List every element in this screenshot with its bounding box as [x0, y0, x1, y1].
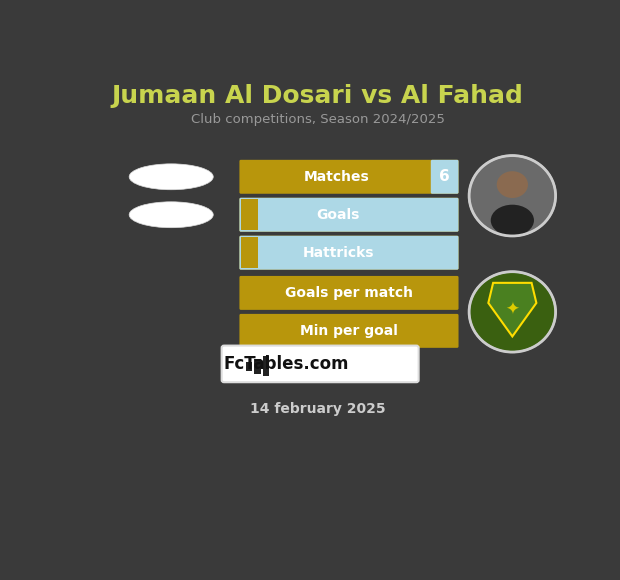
Polygon shape — [489, 283, 536, 336]
Text: Min per goal: Min per goal — [300, 324, 398, 338]
Ellipse shape — [129, 164, 213, 190]
FancyBboxPatch shape — [431, 160, 459, 194]
Bar — [241, 199, 258, 230]
Text: ✦: ✦ — [505, 300, 520, 318]
Ellipse shape — [129, 202, 213, 228]
Ellipse shape — [497, 171, 528, 198]
Text: 6: 6 — [440, 169, 450, 184]
FancyBboxPatch shape — [239, 198, 459, 232]
Bar — [263, 356, 269, 376]
Text: Matches: Matches — [304, 170, 370, 184]
Text: Club competitions, Season 2024/2025: Club competitions, Season 2024/2025 — [191, 113, 445, 126]
FancyBboxPatch shape — [239, 235, 459, 270]
FancyBboxPatch shape — [239, 235, 459, 270]
Bar — [241, 237, 258, 269]
Ellipse shape — [491, 205, 534, 236]
FancyBboxPatch shape — [239, 314, 459, 348]
Text: Goals: Goals — [316, 208, 360, 222]
Text: Jumaan Al Dosari vs Al Fahad: Jumaan Al Dosari vs Al Fahad — [112, 85, 524, 108]
Text: Goals per match: Goals per match — [285, 286, 413, 300]
Bar — [246, 362, 252, 371]
FancyBboxPatch shape — [239, 198, 459, 232]
Text: FcTables.com: FcTables.com — [224, 355, 349, 373]
FancyBboxPatch shape — [239, 276, 459, 310]
FancyBboxPatch shape — [222, 346, 418, 382]
Text: 14 february 2025: 14 february 2025 — [250, 402, 386, 416]
FancyBboxPatch shape — [239, 160, 459, 194]
Bar — [254, 359, 260, 374]
Circle shape — [469, 271, 556, 352]
Text: Hattricks: Hattricks — [303, 246, 374, 260]
Circle shape — [469, 155, 556, 236]
